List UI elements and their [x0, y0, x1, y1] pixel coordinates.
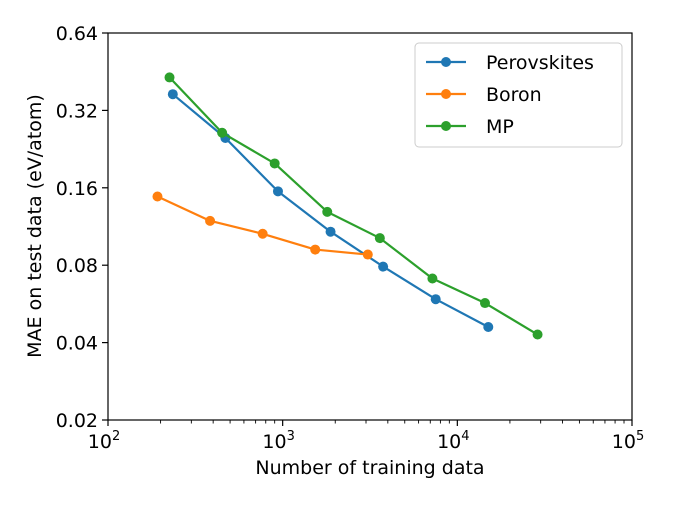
y-tick-label: 0.16: [56, 178, 98, 200]
data-point: [430, 294, 441, 305]
data-point: [532, 329, 543, 340]
series-layer: [152, 72, 543, 340]
series-line: [168, 76, 539, 336]
data-point: [310, 244, 321, 255]
data-point: [362, 249, 373, 260]
data-point: [257, 228, 268, 239]
data-point: [427, 273, 438, 284]
x-tick-exponent: 2: [112, 429, 120, 444]
series-mp: [164, 72, 543, 340]
x-tick-label: 103: [262, 429, 294, 453]
data-point: [217, 127, 228, 138]
data-point: [374, 233, 385, 244]
plot-frame: [107, 32, 633, 421]
data-point: [164, 72, 175, 83]
data-point: [483, 321, 494, 332]
series-boron: [152, 191, 373, 260]
legend-marker: [441, 57, 451, 67]
y-tick-label: 0.64: [56, 23, 98, 45]
y-tick-label: 0.04: [56, 333, 98, 355]
data-point: [272, 186, 283, 197]
x-tick-exponent: 5: [636, 429, 644, 444]
y-tick-label: 0.02: [56, 410, 98, 432]
data-point: [378, 261, 389, 272]
legend-label: Perovskites: [486, 52, 594, 74]
y-tick-label: 0.08: [56, 255, 98, 277]
data-point: [269, 158, 280, 169]
data-point: [167, 89, 178, 100]
legend-label: MP: [486, 116, 514, 138]
data-point: [479, 298, 490, 309]
legend-item-mp: MP: [426, 116, 514, 138]
legend: Perovskites Boron MP: [414, 42, 623, 148]
data-point: [325, 226, 336, 237]
x-tick-exponent: 4: [461, 429, 469, 444]
data-point: [322, 206, 333, 217]
legend-box: [414, 42, 623, 148]
data-point: [152, 191, 163, 202]
legend-marker: [441, 89, 451, 99]
data-point: [205, 215, 216, 226]
y-axis-label: MAE on test data (eV/atom): [24, 94, 46, 358]
x-axis-label: Number of training data: [255, 457, 484, 479]
x-tick-base: 10: [612, 431, 636, 453]
x-tick-label: 105: [612, 429, 644, 453]
legend-item-perovskites: Perovskites: [426, 52, 594, 74]
legend-label: Boron: [486, 84, 542, 106]
legend-item-boron: Boron: [426, 84, 542, 106]
legend-marker: [441, 121, 451, 131]
y-tick-label: 0.32: [56, 100, 98, 122]
x-tick-exponent: 3: [287, 429, 295, 444]
x-tick-label: 104: [437, 429, 469, 453]
series-perovskites: [167, 89, 494, 332]
x-tick-label: 102: [88, 429, 120, 453]
x-tick-base: 10: [262, 431, 286, 453]
x-tick-base: 10: [88, 431, 112, 453]
x-tick-base: 10: [437, 431, 461, 453]
